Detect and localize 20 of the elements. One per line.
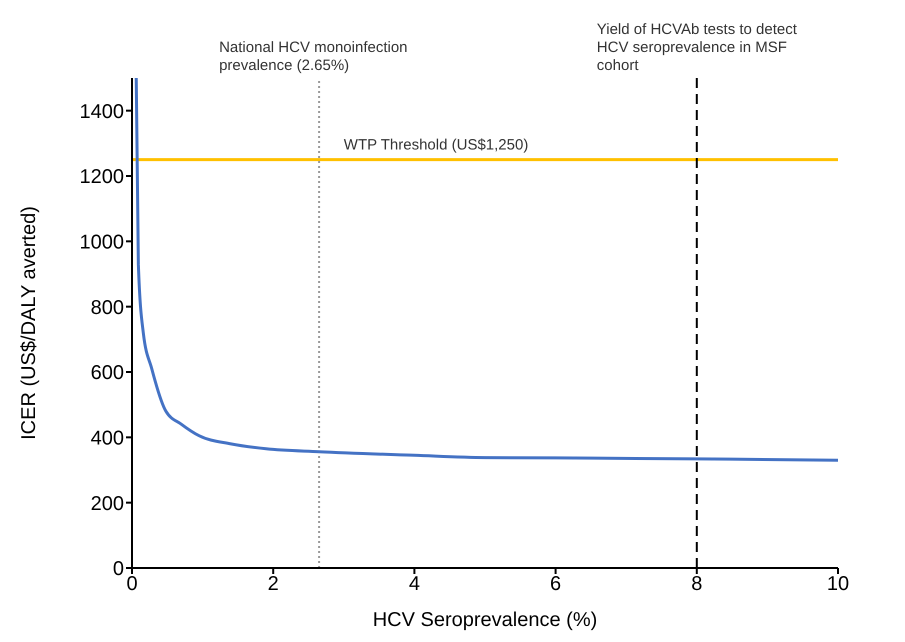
line-series bbox=[134, 78, 838, 462]
ref-line-label: Yield of HCVAb tests to detect HCV seroprevalence in MSF cohort bbox=[596, 21, 798, 74]
ref-line-label: WTP Threshold (US$1,250) bbox=[344, 136, 528, 154]
y-tick-label: 400 bbox=[90, 427, 124, 450]
y-tick-label: 600 bbox=[90, 362, 124, 384]
y-tick-label: 1000 bbox=[80, 231, 124, 254]
x-axis-title: HCV Seroprevalence (%) bbox=[372, 609, 598, 631]
y-tick-label: 0 bbox=[112, 558, 124, 580]
y-tick-label: 800 bbox=[90, 296, 124, 319]
x-tick-label: 8 bbox=[691, 573, 702, 596]
y-tick-label: 1200 bbox=[80, 166, 124, 188]
ref-line-label: National HCV monoinfection prevalence (2.65%) bbox=[219, 39, 408, 74]
x-tick-label: 0 bbox=[126, 573, 138, 596]
x-tick-label: 2 bbox=[268, 573, 279, 596]
x-tick-label: 6 bbox=[550, 573, 562, 596]
y-tick-label: 200 bbox=[90, 492, 124, 515]
y-tick-label: 1400 bbox=[80, 100, 124, 123]
x-tick-label: 10 bbox=[826, 573, 850, 596]
y-axis-title: ICER (US$/DALY averted) bbox=[18, 206, 40, 440]
x-tick-label: 4 bbox=[408, 573, 420, 596]
